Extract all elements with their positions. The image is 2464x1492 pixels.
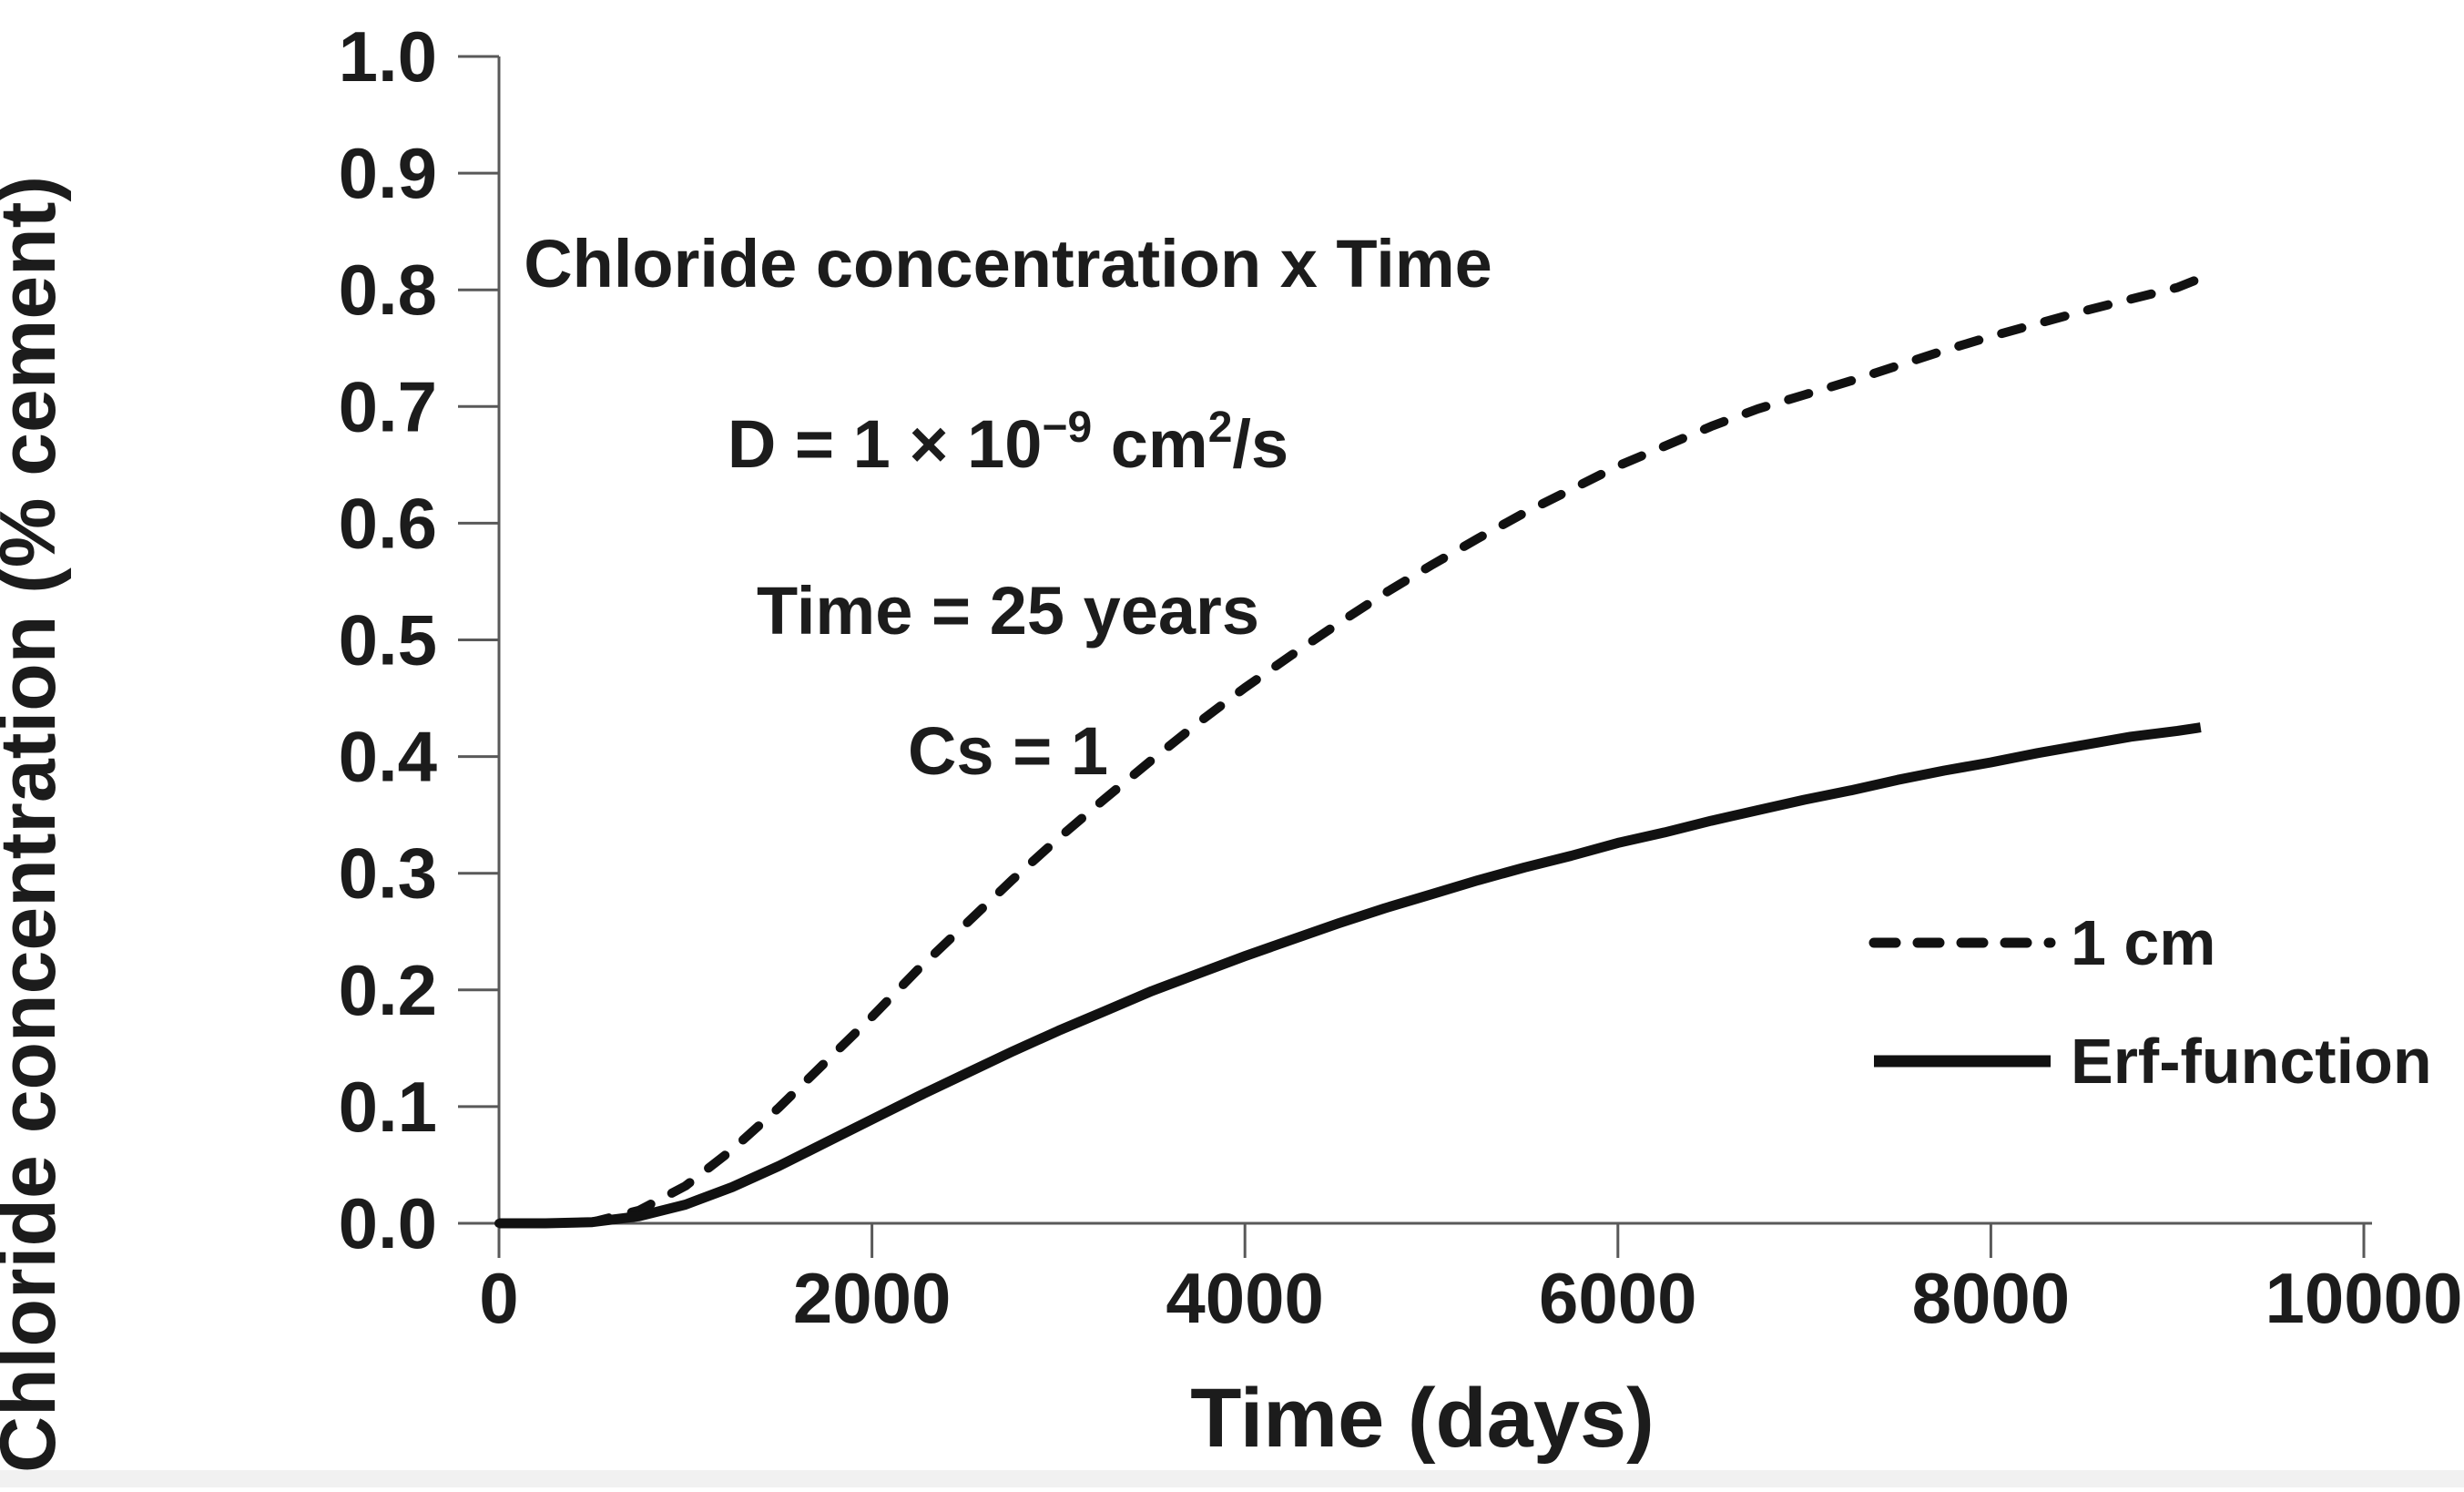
x-tick-label: 4000	[1166, 1258, 1324, 1338]
y-tick-label: 0.2	[339, 950, 437, 1030]
x-tick-label: 8000	[1912, 1258, 2071, 1338]
x-tick-label: 0	[479, 1258, 518, 1338]
y-tick-label: 0.0	[339, 1183, 437, 1263]
parameter-annotation: Time = 25 years	[757, 573, 1259, 649]
y-tick-label: 0.6	[339, 483, 437, 563]
parameter-annotation: Cs = 1	[908, 713, 1108, 789]
y-tick-label: 0.7	[339, 366, 437, 446]
y-tick-label: 0.4	[339, 717, 437, 797]
bottom-edge-strip	[0, 1470, 2464, 1487]
y-tick-label: 0.5	[339, 600, 437, 680]
series-line-erf-function	[499, 722, 2202, 1229]
x-axis-title: Time (days)	[1190, 1372, 1655, 1465]
chart-title-annotation: Chloride concentration x Time	[524, 226, 1492, 301]
y-tick-label: 0.3	[339, 833, 437, 914]
y-tick-label: 1.0	[339, 16, 437, 97]
y-axis-title: Chloride concentration (% cement)	[0, 176, 72, 1473]
parameter-annotation: D = 1 × 10−9 cm2/s	[728, 404, 1288, 482]
legend-label: 1 cm	[2071, 907, 2216, 978]
x-tick-label: 10000	[2265, 1258, 2463, 1338]
y-tick-label: 0.1	[339, 1067, 437, 1147]
series-line-1-cm	[494, 273, 2205, 1228]
x-tick-label: 6000	[1539, 1258, 1697, 1338]
y-tick-label: 0.9	[339, 133, 437, 213]
x-tick-label: 2000	[793, 1258, 952, 1338]
legend-label: Erf-function	[2071, 1026, 2432, 1097]
y-tick-label: 0.8	[339, 250, 437, 330]
